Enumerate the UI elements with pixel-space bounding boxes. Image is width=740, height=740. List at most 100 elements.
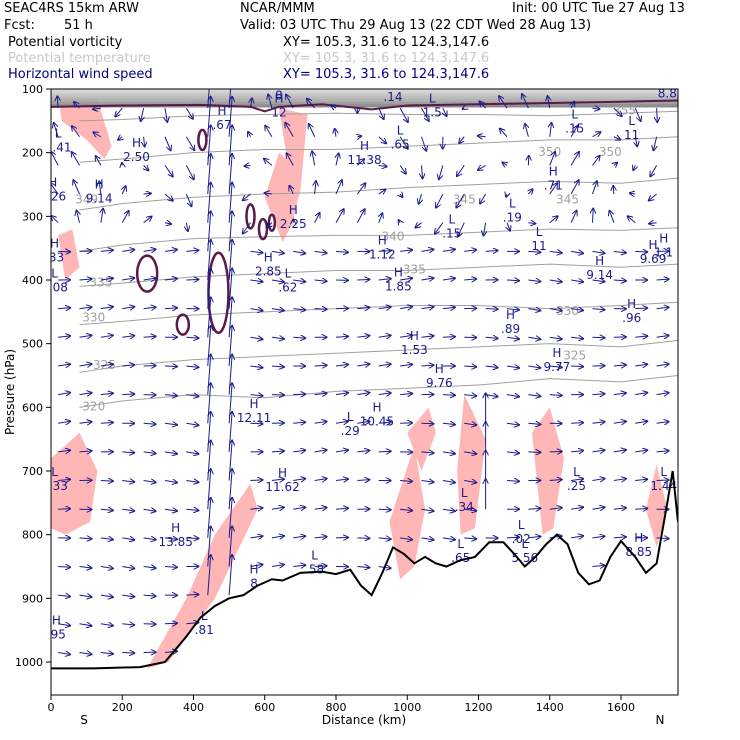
wind-vector <box>54 123 59 137</box>
wind-vector <box>268 95 272 109</box>
wind-vector <box>478 136 486 137</box>
wind-vector <box>250 395 263 396</box>
wind-vector <box>549 183 558 195</box>
extremum-value: 2.85 <box>255 265 282 279</box>
wind-vector <box>614 163 617 166</box>
wind-vector <box>549 366 562 367</box>
wind-vector <box>463 108 465 109</box>
wind-vector <box>635 308 647 309</box>
field-pv-xy: XY= 105.3, 31.6 to 124.3,147.6 <box>283 35 490 50</box>
wind-vector <box>122 394 134 395</box>
wind-vector <box>592 108 600 109</box>
wind-vector <box>633 165 635 170</box>
y-tick-label: 1000 <box>15 656 43 669</box>
theta-isoline <box>79 136 678 163</box>
wind-vector <box>285 123 294 137</box>
wind-vector <box>335 479 348 481</box>
wind-vector <box>593 209 594 223</box>
wind-vector <box>549 152 555 166</box>
wind-vector <box>506 452 519 453</box>
field-pv-name: Potential vorticity <box>8 35 123 50</box>
wind-vector <box>314 450 327 452</box>
wind-vector <box>57 96 58 109</box>
wind-vector <box>73 180 80 195</box>
wind-vector <box>592 479 605 481</box>
wind-vector <box>459 136 465 143</box>
wind-vector <box>271 507 284 509</box>
wind-vector <box>421 307 434 309</box>
wind-vector <box>164 250 177 252</box>
wind-vector <box>570 126 577 137</box>
wind-vector <box>79 422 92 424</box>
wind-vector <box>335 393 348 395</box>
wind-vector <box>570 211 576 223</box>
wind-vector <box>186 594 198 595</box>
wind-vector <box>164 452 177 454</box>
wind-vector <box>79 652 92 654</box>
tropopause-line <box>51 99 678 113</box>
y-tick-label: 800 <box>22 529 43 542</box>
wind-vector <box>506 481 519 482</box>
extremum-H-marker: H <box>95 177 104 191</box>
extremum-H-marker: H <box>217 104 226 118</box>
wind-vector <box>228 555 232 596</box>
wind-vector <box>314 421 327 423</box>
wind-vector <box>592 536 605 538</box>
wind-vector <box>307 99 316 109</box>
wind-vector <box>592 181 597 195</box>
wind-vector <box>72 152 80 166</box>
wind-vector <box>143 217 152 224</box>
wind-vector <box>93 108 101 109</box>
wind-vector <box>378 364 391 366</box>
wind-vector <box>100 595 113 597</box>
wind-vector <box>592 507 605 509</box>
x-tick-label: 200 <box>112 701 133 714</box>
wind-vector <box>421 136 427 151</box>
wind-vector <box>122 595 134 597</box>
wind-vector <box>613 137 620 140</box>
wind-vector <box>506 309 519 310</box>
wind-vector <box>548 96 550 109</box>
wind-vector <box>464 509 476 511</box>
wind-vector <box>58 624 70 626</box>
wind-vector <box>264 159 273 166</box>
wind-vector <box>58 308 70 309</box>
wind-vector <box>571 280 583 282</box>
extremum-L-marker: L <box>285 267 292 281</box>
extremum-H-marker: H <box>634 531 643 545</box>
wind-vector <box>635 421 647 423</box>
wind-vector <box>421 336 434 337</box>
wind-vector <box>314 251 327 253</box>
wind-vector <box>186 222 187 231</box>
extrema-labels: L1.41H1.26H9.14H2.50L3.08H.33H.67H12H2.2… <box>51 89 677 642</box>
wind-vector <box>99 181 101 195</box>
fcst-label: Fcst: <box>4 18 35 33</box>
wind-vector <box>378 251 391 252</box>
extremum-H-marker: H <box>394 265 403 279</box>
wind-vector <box>289 186 293 195</box>
wind-vector <box>100 335 113 337</box>
wind-vector <box>122 652 134 653</box>
wind-vector <box>122 624 134 625</box>
extremum-L-marker: L <box>571 107 578 121</box>
wind-vector <box>634 107 640 121</box>
wind-vector <box>293 394 305 395</box>
wind-vector <box>506 337 519 339</box>
wind-vector <box>164 509 177 511</box>
extremum-value: .15 <box>565 121 584 135</box>
wind-vector <box>143 452 156 454</box>
wind-vector <box>656 393 669 395</box>
extremum-value: .96 <box>622 311 641 325</box>
wind-vector <box>613 251 626 252</box>
theta-label: 335 <box>403 263 426 277</box>
terrain <box>51 470 678 670</box>
wind-vector <box>58 450 70 452</box>
wind-vector <box>58 509 70 510</box>
wind-vector <box>335 209 344 223</box>
extremum-H-marker: H <box>360 139 369 153</box>
wind-vector <box>122 278 134 280</box>
wind-vector <box>592 156 600 166</box>
wind-vector <box>250 508 263 509</box>
wind-vector <box>378 107 384 119</box>
